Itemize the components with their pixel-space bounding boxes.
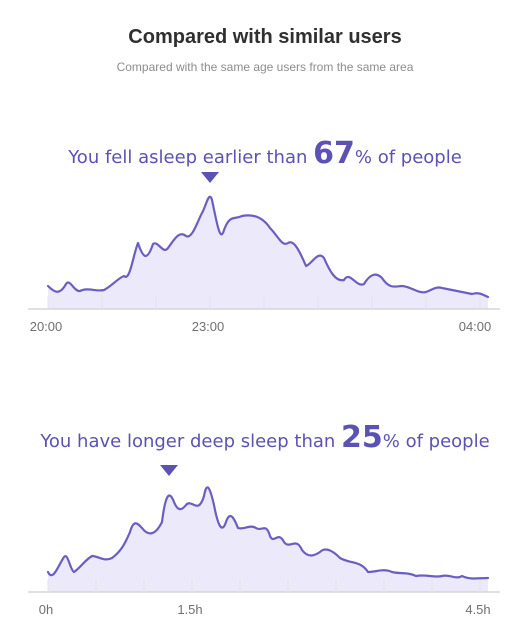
page-subtitle: Compared with the same age users from th… [116,60,414,74]
headline-text-after: % of people [382,431,490,452]
user-position-marker [160,465,178,476]
x-tick-label-start: 0h [39,602,53,617]
headline-percent-value: 25 [341,420,383,455]
sleep-onset-headline: You fell asleep earlier than 67% of peop… [0,136,530,171]
x-tick-label-end: 04:00 [459,319,492,334]
sleep-onset-distribution-chart: 20:00 23:00 04:00 [28,172,500,334]
headline-text-before: You have longer deep sleep than [40,431,342,452]
x-tick-label-middle: 23:00 [192,319,225,334]
headline-percent-value: 67 [313,136,355,171]
distribution-line [46,486,490,580]
distribution-area [48,196,488,309]
x-tick-label-middle: 1.5h [177,602,202,617]
distribution-area [48,487,488,592]
headline-text-before: You fell asleep earlier than [68,147,314,168]
user-position-marker [201,172,219,183]
page-title: Compared with similar users [128,26,402,48]
deep-sleep-distribution-chart: 0h 1.5h 4.5h [28,465,500,617]
x-tick-label-start: 20:00 [30,319,63,334]
headline-text-after: % of people [354,147,462,168]
x-tick-label-end: 4.5h [465,602,490,617]
distribution-line [46,195,490,299]
deep-sleep-headline: You have longer deep sleep than 25% of p… [0,420,530,455]
